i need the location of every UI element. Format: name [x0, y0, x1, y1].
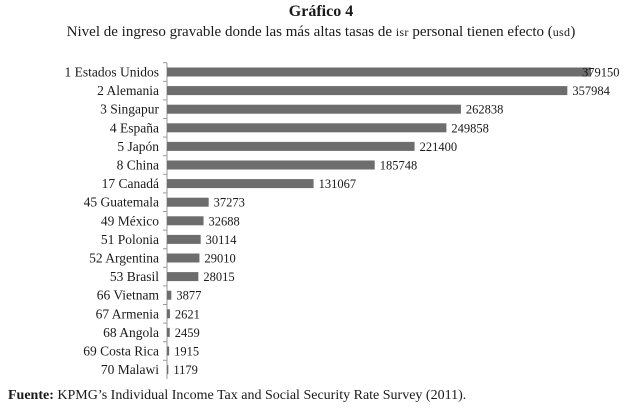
category-label: 5 Japón — [117, 139, 159, 154]
category-label: 70 Malawi — [101, 362, 159, 377]
bar — [167, 216, 204, 226]
subtitle-text-start: Nivel de ingreso gravable donde las más … — [66, 24, 396, 40]
bar — [167, 346, 170, 356]
source-label: Fuente: — [8, 388, 54, 403]
value-label: 32688 — [209, 214, 240, 228]
bar — [167, 234, 201, 244]
category-label: 52 Argentina — [89, 251, 159, 266]
category-label: 51 Polonia — [101, 232, 159, 247]
bar — [167, 253, 200, 263]
subtitle-text-end: ) — [570, 24, 576, 40]
value-label: 357984 — [572, 84, 610, 98]
category-label: 2 Alemania — [97, 83, 159, 98]
value-label: 28015 — [203, 270, 234, 284]
value-label: 2621 — [175, 307, 200, 321]
bar — [167, 272, 199, 282]
bar — [167, 197, 209, 207]
value-label: 185748 — [380, 159, 418, 173]
subtitle-isr: isr — [395, 25, 409, 39]
bar — [167, 179, 314, 189]
chart-title: Gráfico 4 — [288, 3, 354, 20]
value-label: 3877 — [176, 289, 201, 303]
bar — [167, 309, 170, 319]
value-label: 29010 — [204, 252, 235, 266]
category-label: 67 Armenia — [96, 306, 159, 321]
bars-layer — [167, 67, 591, 375]
value-label: 1915 — [174, 345, 199, 359]
bar — [167, 327, 170, 337]
category-label: 66 Vietnam — [97, 288, 160, 303]
category-label: 68 Angola — [103, 325, 159, 340]
category-label: 69 Costa Rica — [83, 344, 159, 359]
category-label: 17 Canadá — [102, 176, 159, 191]
category-label: 8 China — [117, 158, 159, 173]
value-label: 2459 — [175, 326, 200, 340]
category-label: 45 Guatemala — [84, 195, 159, 210]
bar — [167, 290, 172, 300]
subtitle-usd: usd — [552, 25, 571, 39]
category-label: 49 México — [101, 213, 159, 228]
value-label: 379150 — [582, 66, 620, 80]
value-label: 221400 — [420, 140, 458, 154]
source-line: Fuente: KPMG’s Individual Income Tax and… — [8, 388, 466, 404]
category-label: 3 Singapur — [100, 102, 159, 117]
value-label: 131067 — [319, 177, 357, 191]
category-label: 1 Estados Unidos — [65, 65, 160, 80]
category-labels-layer: 1 Estados Unidos 2 Alemania 3 Singapur 4 Es… — [65, 65, 160, 378]
bar — [167, 86, 568, 96]
chart-subtitle: Nivel de ingreso gravable donde las más … — [0, 24, 642, 41]
axis-layer — [163, 62, 168, 379]
value-label: 262838 — [466, 103, 504, 117]
bar — [167, 67, 591, 77]
bar — [167, 160, 375, 170]
bar — [167, 123, 447, 133]
bar-chart: 1 Estados Unidos 2 Alemania 3 Singapur 4 Es… — [65, 62, 620, 379]
subtitle-text-middle: personal tienen efecto ( — [408, 24, 553, 40]
bar — [167, 104, 461, 114]
bar — [167, 365, 169, 375]
source-text: KPMG’s Individual Income Tax and Social … — [53, 388, 467, 403]
value-label: 37273 — [214, 196, 245, 210]
value-label: 249858 — [451, 121, 489, 135]
bar — [167, 141, 415, 151]
value-label: 1179 — [173, 363, 198, 377]
value-label: 30114 — [206, 233, 238, 247]
category-label: 53 Brasil — [110, 269, 159, 284]
category-label: 4 España — [110, 120, 159, 135]
